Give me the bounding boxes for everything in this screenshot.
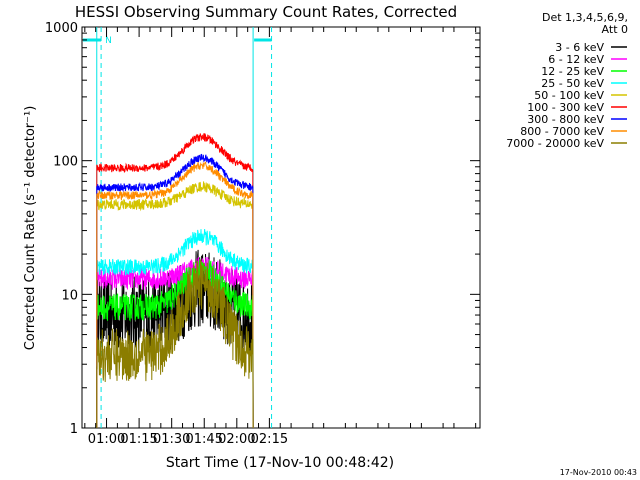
series-line: [96, 153, 254, 429]
legend-entry-label: 50 - 100 keV: [534, 89, 604, 102]
x-axis-label: Start Time (17-Nov-10 00:48:42): [166, 455, 394, 471]
legend-entry-label: 7000 - 20000 keV: [506, 137, 604, 150]
x-tick-label: 01:15: [120, 432, 157, 447]
legend-entry-label: 300 - 800 keV: [527, 113, 604, 126]
series-line: [96, 259, 254, 429]
y-tick-label: 1000: [45, 21, 78, 36]
plot-frame: [81, 26, 481, 429]
y-tick-label: 10: [61, 288, 78, 303]
y-axis: 1 10 100 1000: [45, 21, 480, 437]
legend-header: Att 0: [602, 23, 628, 36]
x-tick-label: 02:00: [218, 432, 255, 447]
legend-entry-label: 6 - 12 keV: [548, 53, 604, 66]
flag-bars: N: [83, 36, 272, 46]
y-axis-label: Corrected Count Rate (s⁻¹ detector⁻¹): [23, 106, 38, 351]
series-group: [96, 133, 254, 429]
series-line: [96, 257, 254, 429]
series-line: [96, 229, 254, 429]
legend-entry-label: 3 - 6 keV: [555, 41, 604, 54]
x-tick-label: 01:45: [186, 432, 223, 447]
series-line: [96, 181, 254, 429]
legend-entry-label: 25 - 50 keV: [541, 77, 604, 90]
legend-entry-label: 100 - 300 keV: [527, 101, 604, 114]
y-tick-label: 1: [70, 422, 78, 437]
x-tick-label: 01:30: [153, 432, 190, 447]
series-line: [96, 161, 254, 429]
footer-timestamp: 17-Nov-2010 00:43: [560, 468, 637, 477]
series-line: [96, 133, 254, 429]
chart-title: HESSI Observing Summary Count Rates, Cor…: [75, 3, 457, 21]
x-tick-label: 01:00: [88, 432, 125, 447]
legend-header: Det 1,3,4,5,6,9,: [542, 11, 628, 24]
y-tick-label: 100: [53, 155, 78, 170]
legend-entry-label: 800 - 7000 keV: [520, 125, 604, 138]
x-tick-label: 02:15: [251, 432, 288, 447]
flag-label: N: [105, 36, 112, 46]
legend-entry-label: 12 - 25 keV: [541, 65, 604, 78]
